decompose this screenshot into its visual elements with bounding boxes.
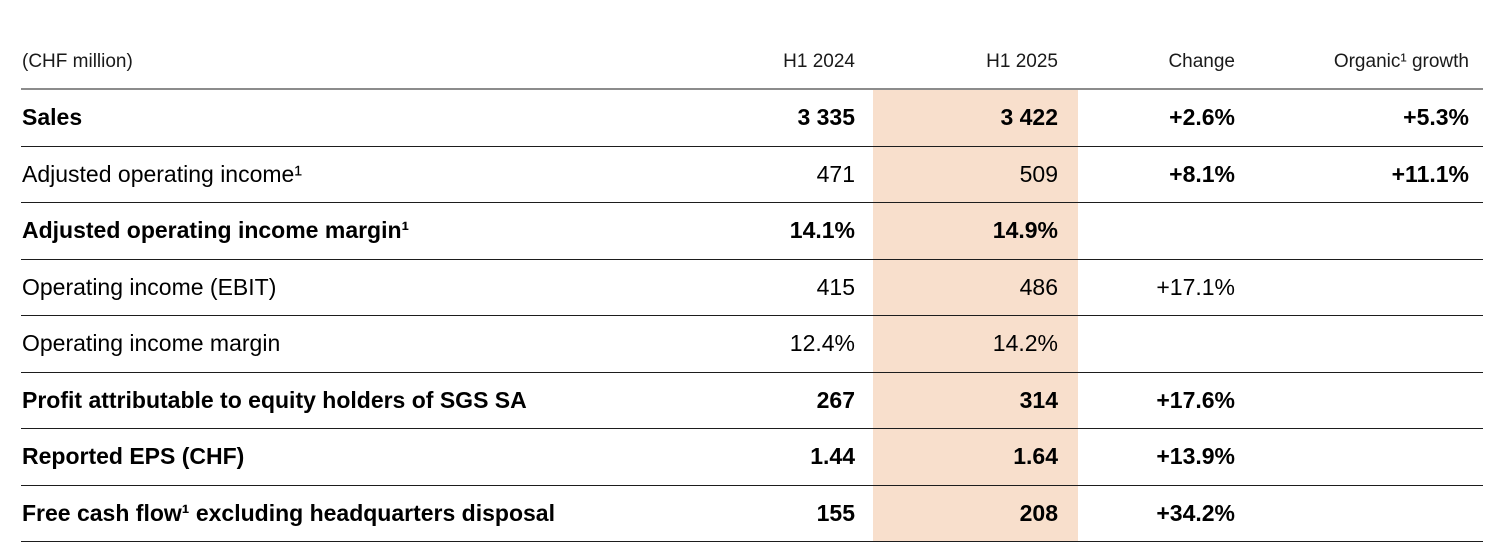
organic-growth-value (1237, 259, 1483, 316)
organic-growth-value (1237, 372, 1483, 429)
organic-growth-value (1237, 428, 1483, 486)
table-header: (CHF million) H1 2024 H1 2025 Change Org… (21, 0, 1483, 90)
column-header-h1-2024: H1 2024 (703, 0, 873, 90)
organic-growth-value (1237, 202, 1483, 260)
change-value (1078, 202, 1237, 260)
row-label: Adjusted operating income margin¹ (21, 202, 703, 260)
column-header-organic-growth: Organic¹ growth (1237, 0, 1483, 90)
change-value: +34.2% (1078, 485, 1237, 542)
header-row: (CHF million) H1 2024 H1 2025 Change Org… (21, 0, 1483, 90)
table-row-profit-attributable: Profit attributable to equity holders of… (21, 372, 1483, 429)
table-row-sales: Sales 3 335 3 422 +2.6% +5.3% (21, 89, 1483, 147)
table-row-adjusted-operating-income-margin: Adjusted operating income margin¹ 14.1% … (21, 202, 1483, 260)
row-label: Adjusted operating income¹ (21, 146, 703, 203)
row-label: Operating income (EBIT) (21, 259, 703, 316)
change-value: +17.1% (1078, 259, 1237, 316)
financial-results-table: (CHF million) H1 2024 H1 2025 Change Org… (21, 0, 1483, 542)
h1-2024-value: 267 (703, 372, 873, 429)
table-row-free-cash-flow: Free cash flow¹ excluding headquarters d… (21, 485, 1483, 542)
organic-growth-value: +5.3% (1237, 89, 1483, 147)
h1-2025-value: 1.64 (873, 428, 1078, 486)
row-label: Profit attributable to equity holders of… (21, 372, 703, 429)
h1-2025-value: 509 (873, 146, 1078, 203)
h1-2024-value: 12.4% (703, 315, 873, 373)
h1-2025-value: 208 (873, 485, 1078, 542)
change-value: +17.6% (1078, 372, 1237, 429)
row-label: Operating income margin (21, 315, 703, 373)
row-label: Reported EPS (CHF) (21, 428, 703, 486)
h1-2025-value: 14.2% (873, 315, 1078, 373)
row-label: Sales (21, 89, 703, 147)
organic-growth-value: +11.1% (1237, 146, 1483, 203)
change-value (1078, 315, 1237, 373)
table-row-reported-eps: Reported EPS (CHF) 1.44 1.64 +13.9% (21, 428, 1483, 486)
h1-2025-value: 14.9% (873, 202, 1078, 260)
h1-2025-value: 314 (873, 372, 1078, 429)
h1-2024-value: 415 (703, 259, 873, 316)
h1-2024-value: 3 335 (703, 89, 873, 147)
change-value: +8.1% (1078, 146, 1237, 203)
row-label: Free cash flow¹ excluding headquarters d… (21, 485, 703, 542)
h1-2024-value: 471 (703, 146, 873, 203)
table-row-adjusted-operating-income: Adjusted operating income¹ 471 509 +8.1%… (21, 146, 1483, 203)
column-header-change: Change (1078, 0, 1237, 90)
h1-2024-value: 14.1% (703, 202, 873, 260)
table-body: Sales 3 335 3 422 +2.6% +5.3% Adjusted o… (21, 89, 1483, 542)
organic-growth-value (1237, 485, 1483, 542)
organic-growth-value (1237, 315, 1483, 373)
table-row-operating-income-ebit: Operating income (EBIT) 415 486 +17.1% (21, 259, 1483, 316)
table-row-operating-income-margin: Operating income margin 12.4% 14.2% (21, 315, 1483, 373)
column-header-h1-2025: H1 2025 (873, 0, 1078, 90)
h1-2024-value: 1.44 (703, 428, 873, 486)
h1-2025-value: 3 422 (873, 89, 1078, 147)
h1-2024-value: 155 (703, 485, 873, 542)
change-value: +13.9% (1078, 428, 1237, 486)
h1-2025-value: 486 (873, 259, 1078, 316)
unit-label: (CHF million) (21, 0, 703, 90)
change-value: +2.6% (1078, 89, 1237, 147)
